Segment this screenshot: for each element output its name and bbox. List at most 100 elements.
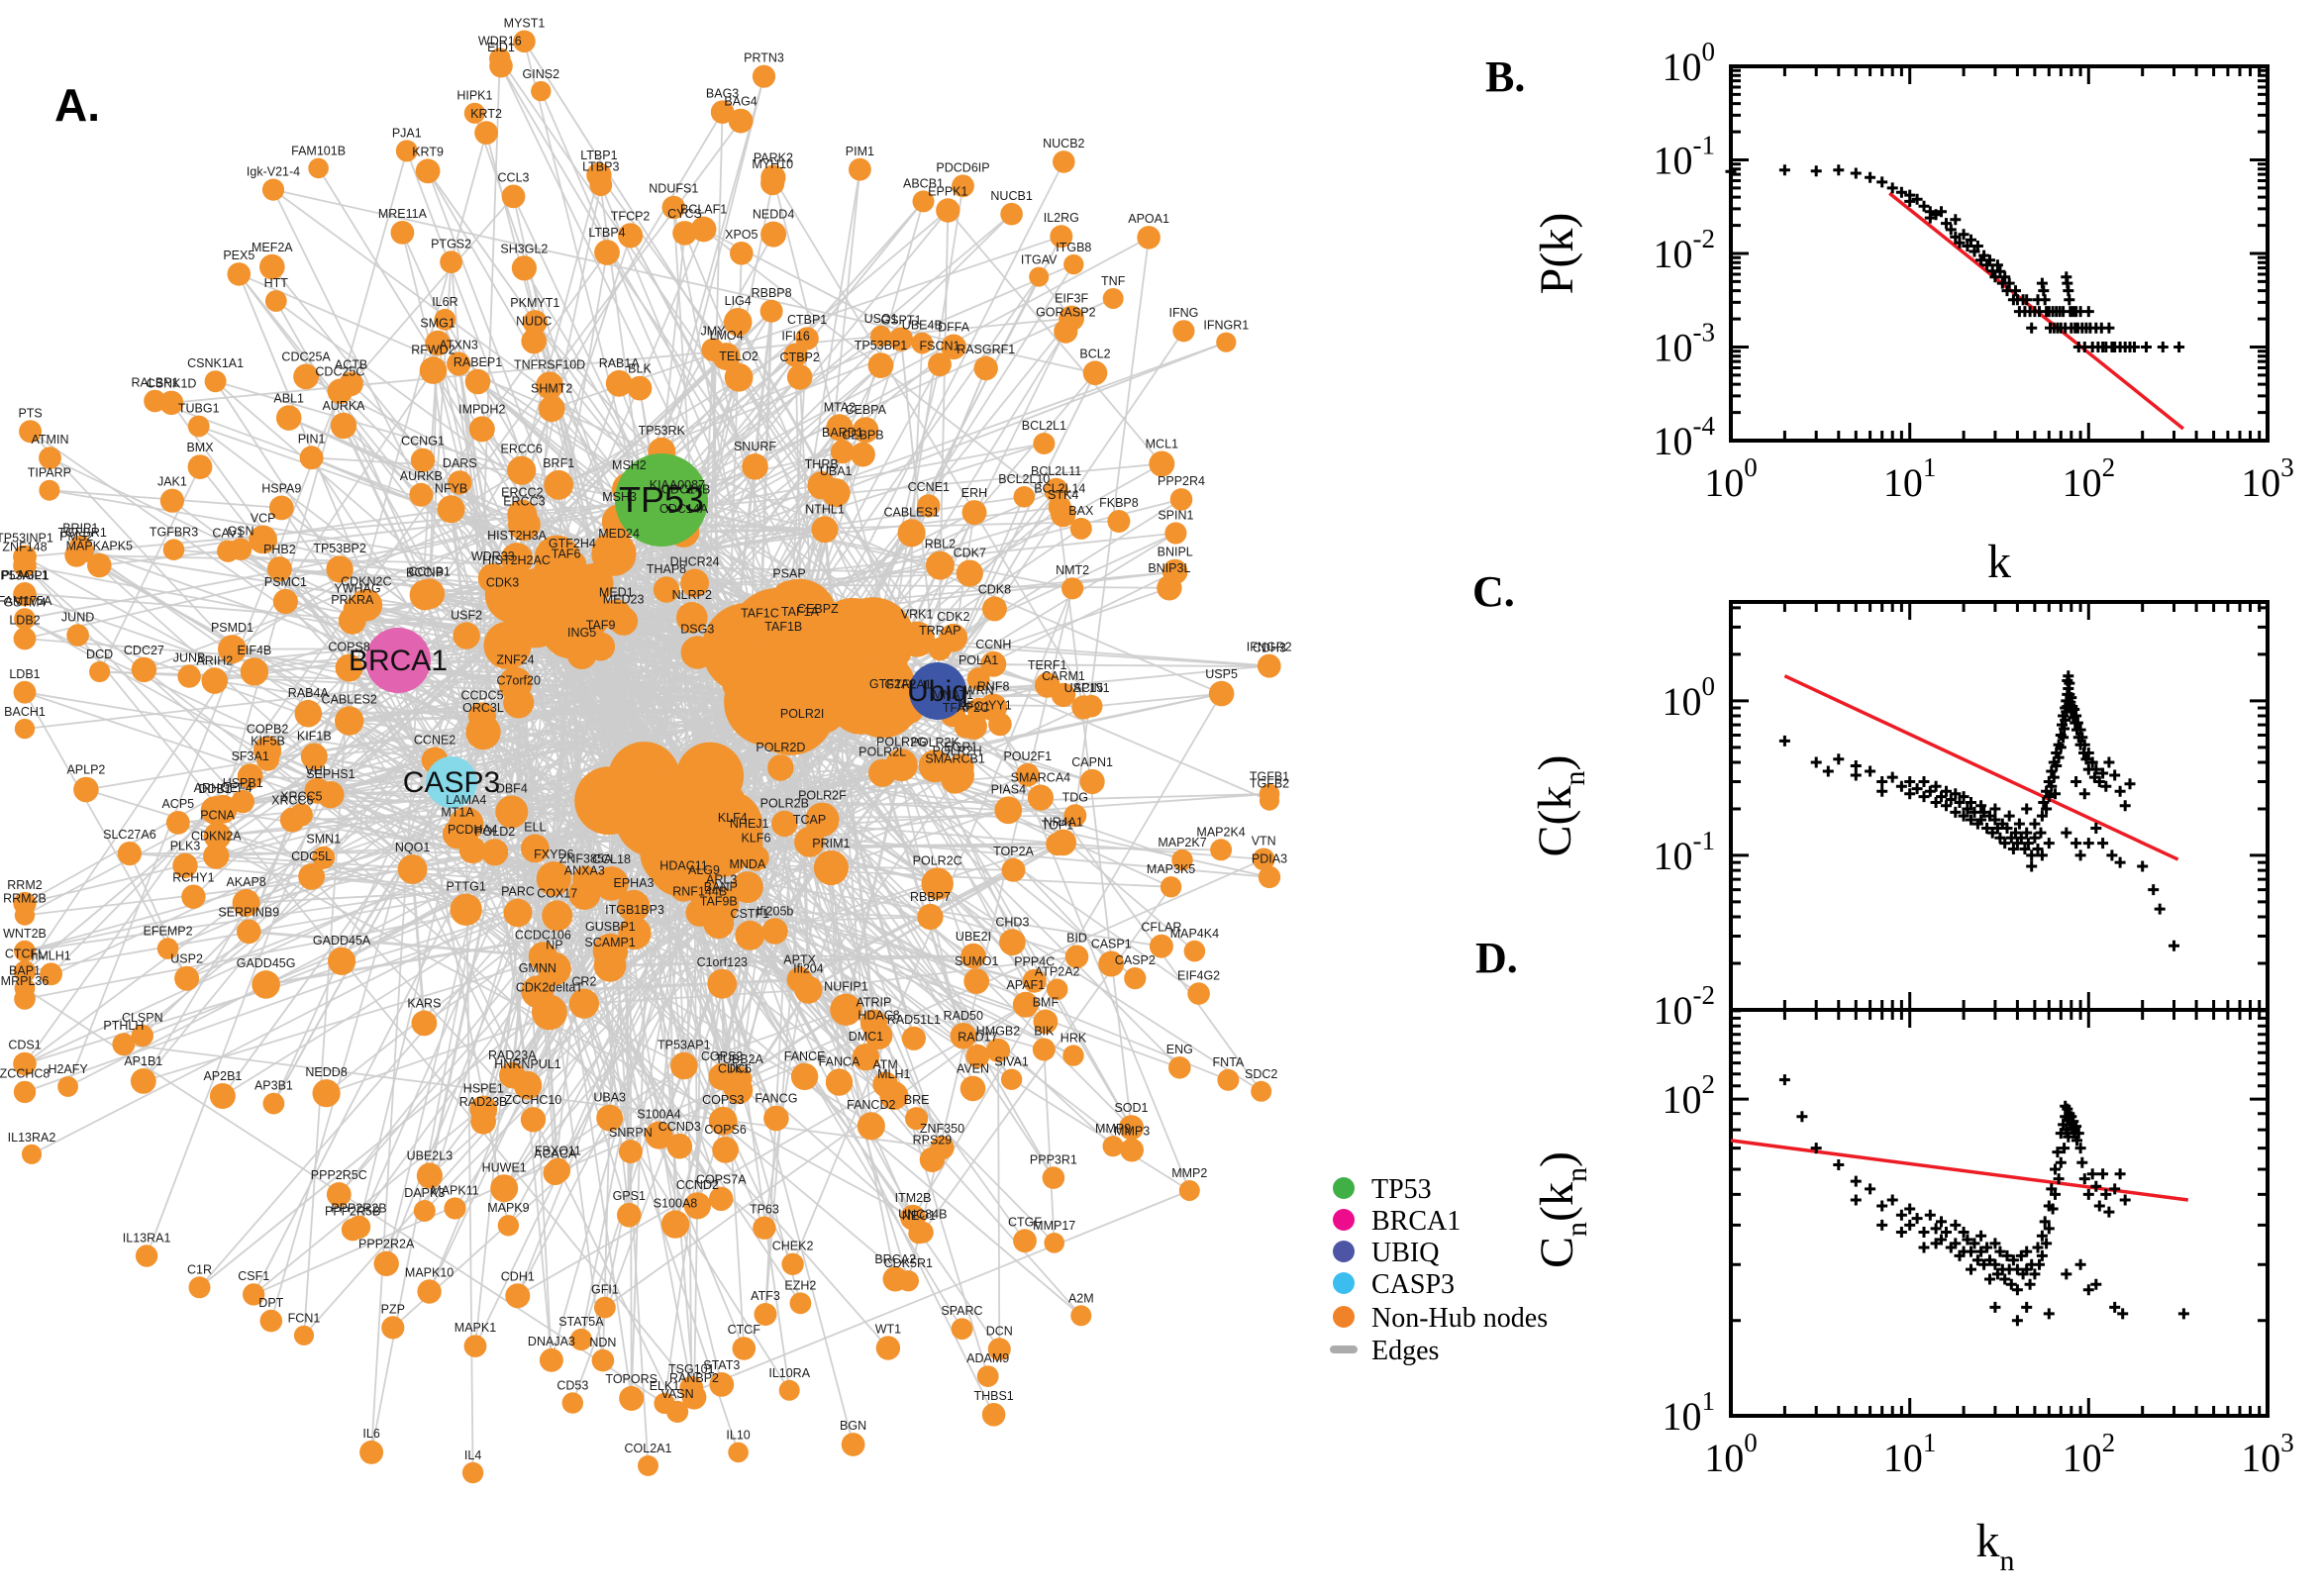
- network-node-label: COPS8: [328, 641, 369, 654]
- network-node: [293, 363, 319, 390]
- network-node-label: CASP1: [1091, 938, 1132, 951]
- network-node-label: WNT2B: [3, 927, 47, 941]
- network-node-label: USO1: [864, 312, 898, 326]
- network-edge: [303, 667, 351, 1336]
- network-node-label: BMF: [1033, 996, 1060, 1010]
- network-node-label: TK1: [728, 1062, 751, 1076]
- network-node-label: THRB: [805, 457, 839, 471]
- network-node: [463, 1335, 487, 1357]
- network-node-label: TP53INP1: [0, 532, 53, 546]
- network-node: [542, 900, 573, 932]
- network-node-label: LMO4: [710, 329, 744, 343]
- network-node-label: ACIN1: [1073, 681, 1110, 695]
- network-node-label: UBE4B: [902, 319, 943, 333]
- network-node-label: PRTN3: [744, 51, 784, 65]
- network-node-label: BARD1: [822, 426, 863, 440]
- network-node: [849, 157, 871, 181]
- network-node-label: NTHL1: [805, 502, 845, 516]
- network-node: [936, 198, 960, 223]
- network-node: [618, 917, 652, 950]
- network-node: [728, 1442, 749, 1463]
- legend-label: TP53: [1371, 1174, 1432, 1205]
- network-node-label: TGFBR3: [150, 525, 198, 539]
- network-node: [941, 334, 966, 360]
- network-node-label: ING5: [567, 626, 596, 640]
- network-node-label: ATF3: [751, 1289, 780, 1303]
- network-node-label: TP53AP1: [657, 1039, 711, 1052]
- network-node: [985, 1038, 1011, 1062]
- network-node-label: DMC1: [849, 1030, 883, 1044]
- legend-dot-icon: [1333, 1209, 1355, 1231]
- x-axis-label: k: [1987, 536, 2011, 588]
- network-node-label: ZNF24: [496, 653, 534, 667]
- network-node-label: USP15: [1064, 681, 1104, 695]
- network-node-label: SDC2: [1245, 1067, 1277, 1081]
- network-edge: [937, 210, 950, 692]
- network-node-label: STAT5A: [558, 1315, 604, 1329]
- network-edge: [604, 861, 693, 1308]
- network-node: [237, 763, 263, 789]
- network-node-label: MNDA: [729, 857, 765, 871]
- network-node: [1032, 1038, 1056, 1061]
- network-node-label: APLP2: [66, 763, 105, 777]
- network-node-label: MMP2: [1171, 1166, 1207, 1180]
- network-node: [410, 448, 436, 473]
- hub-node-label-tp53: TP53: [619, 479, 704, 520]
- network-node-label: AP1B1: [124, 1054, 162, 1068]
- network-node-label: CDK8: [978, 582, 1011, 596]
- network-edge: [272, 603, 504, 1104]
- network-node: [252, 970, 280, 999]
- network-node-label: NMT2: [1056, 563, 1089, 577]
- network-node: [1063, 253, 1084, 275]
- network-node-label: RALBP1: [132, 376, 179, 390]
- network-node-label: HDAC11: [659, 858, 707, 872]
- network-edge: [397, 310, 772, 661]
- network-edge: [602, 621, 625, 1361]
- network-node-label: ABL1: [273, 391, 304, 405]
- network-node: [1046, 978, 1068, 1001]
- network-node: [592, 933, 629, 969]
- network-node-label: VRK1: [901, 608, 934, 622]
- network-node-label: DSG3: [680, 622, 714, 636]
- network-node-label: MT1A: [441, 805, 474, 819]
- network-node-label: DCN: [986, 1324, 1013, 1338]
- network-node: [666, 1133, 693, 1159]
- plot-frame: [1729, 600, 2270, 1012]
- network-node: [416, 1162, 443, 1189]
- network-hub-nodes: [365, 453, 966, 808]
- network-edge: [507, 699, 791, 1227]
- network-edge: [99, 499, 662, 566]
- network-node-label: PSMD1: [211, 621, 253, 635]
- network-node-label: SPIN1: [1158, 508, 1193, 522]
- network-node-label: LTBP1: [580, 149, 617, 162]
- network-node-label: KRT9: [412, 145, 444, 158]
- network-node-label: UNC84B: [898, 1208, 947, 1222]
- hub-node-label-casp3: CASP3: [403, 766, 500, 799]
- network-node-label: AURKB: [400, 469, 443, 483]
- legend-dot-icon: [1333, 1306, 1355, 1328]
- network-node: [66, 624, 89, 647]
- network-node-label: MMP3: [1114, 1125, 1150, 1139]
- network-node-label: FAM175A: [0, 594, 52, 608]
- network-node: [208, 794, 238, 824]
- network-node-label: IL10: [726, 1429, 750, 1443]
- network-node: [131, 1024, 153, 1047]
- network-edge: [549, 1012, 790, 1391]
- network-node-label: SMN1: [306, 833, 341, 847]
- network-edge: [618, 556, 855, 1446]
- network-node-label: C7orf20: [496, 673, 541, 687]
- network-node-label: CTGF: [1008, 1215, 1042, 1229]
- hub-node-label-ubiq: Ubiq: [907, 675, 968, 708]
- network-node-label: BAP1: [9, 964, 41, 978]
- network-edge: [238, 273, 636, 797]
- network-edge: [676, 462, 1162, 510]
- network-node-label: MAP2K7: [1158, 836, 1206, 849]
- network-node-label: ATM: [872, 1057, 897, 1071]
- network-node-label: COPS6: [704, 1123, 746, 1137]
- network-node: [627, 375, 653, 401]
- network-node-label: TAF9B: [700, 895, 738, 909]
- network-node: [469, 1095, 498, 1124]
- network-edge: [517, 1004, 1027, 1297]
